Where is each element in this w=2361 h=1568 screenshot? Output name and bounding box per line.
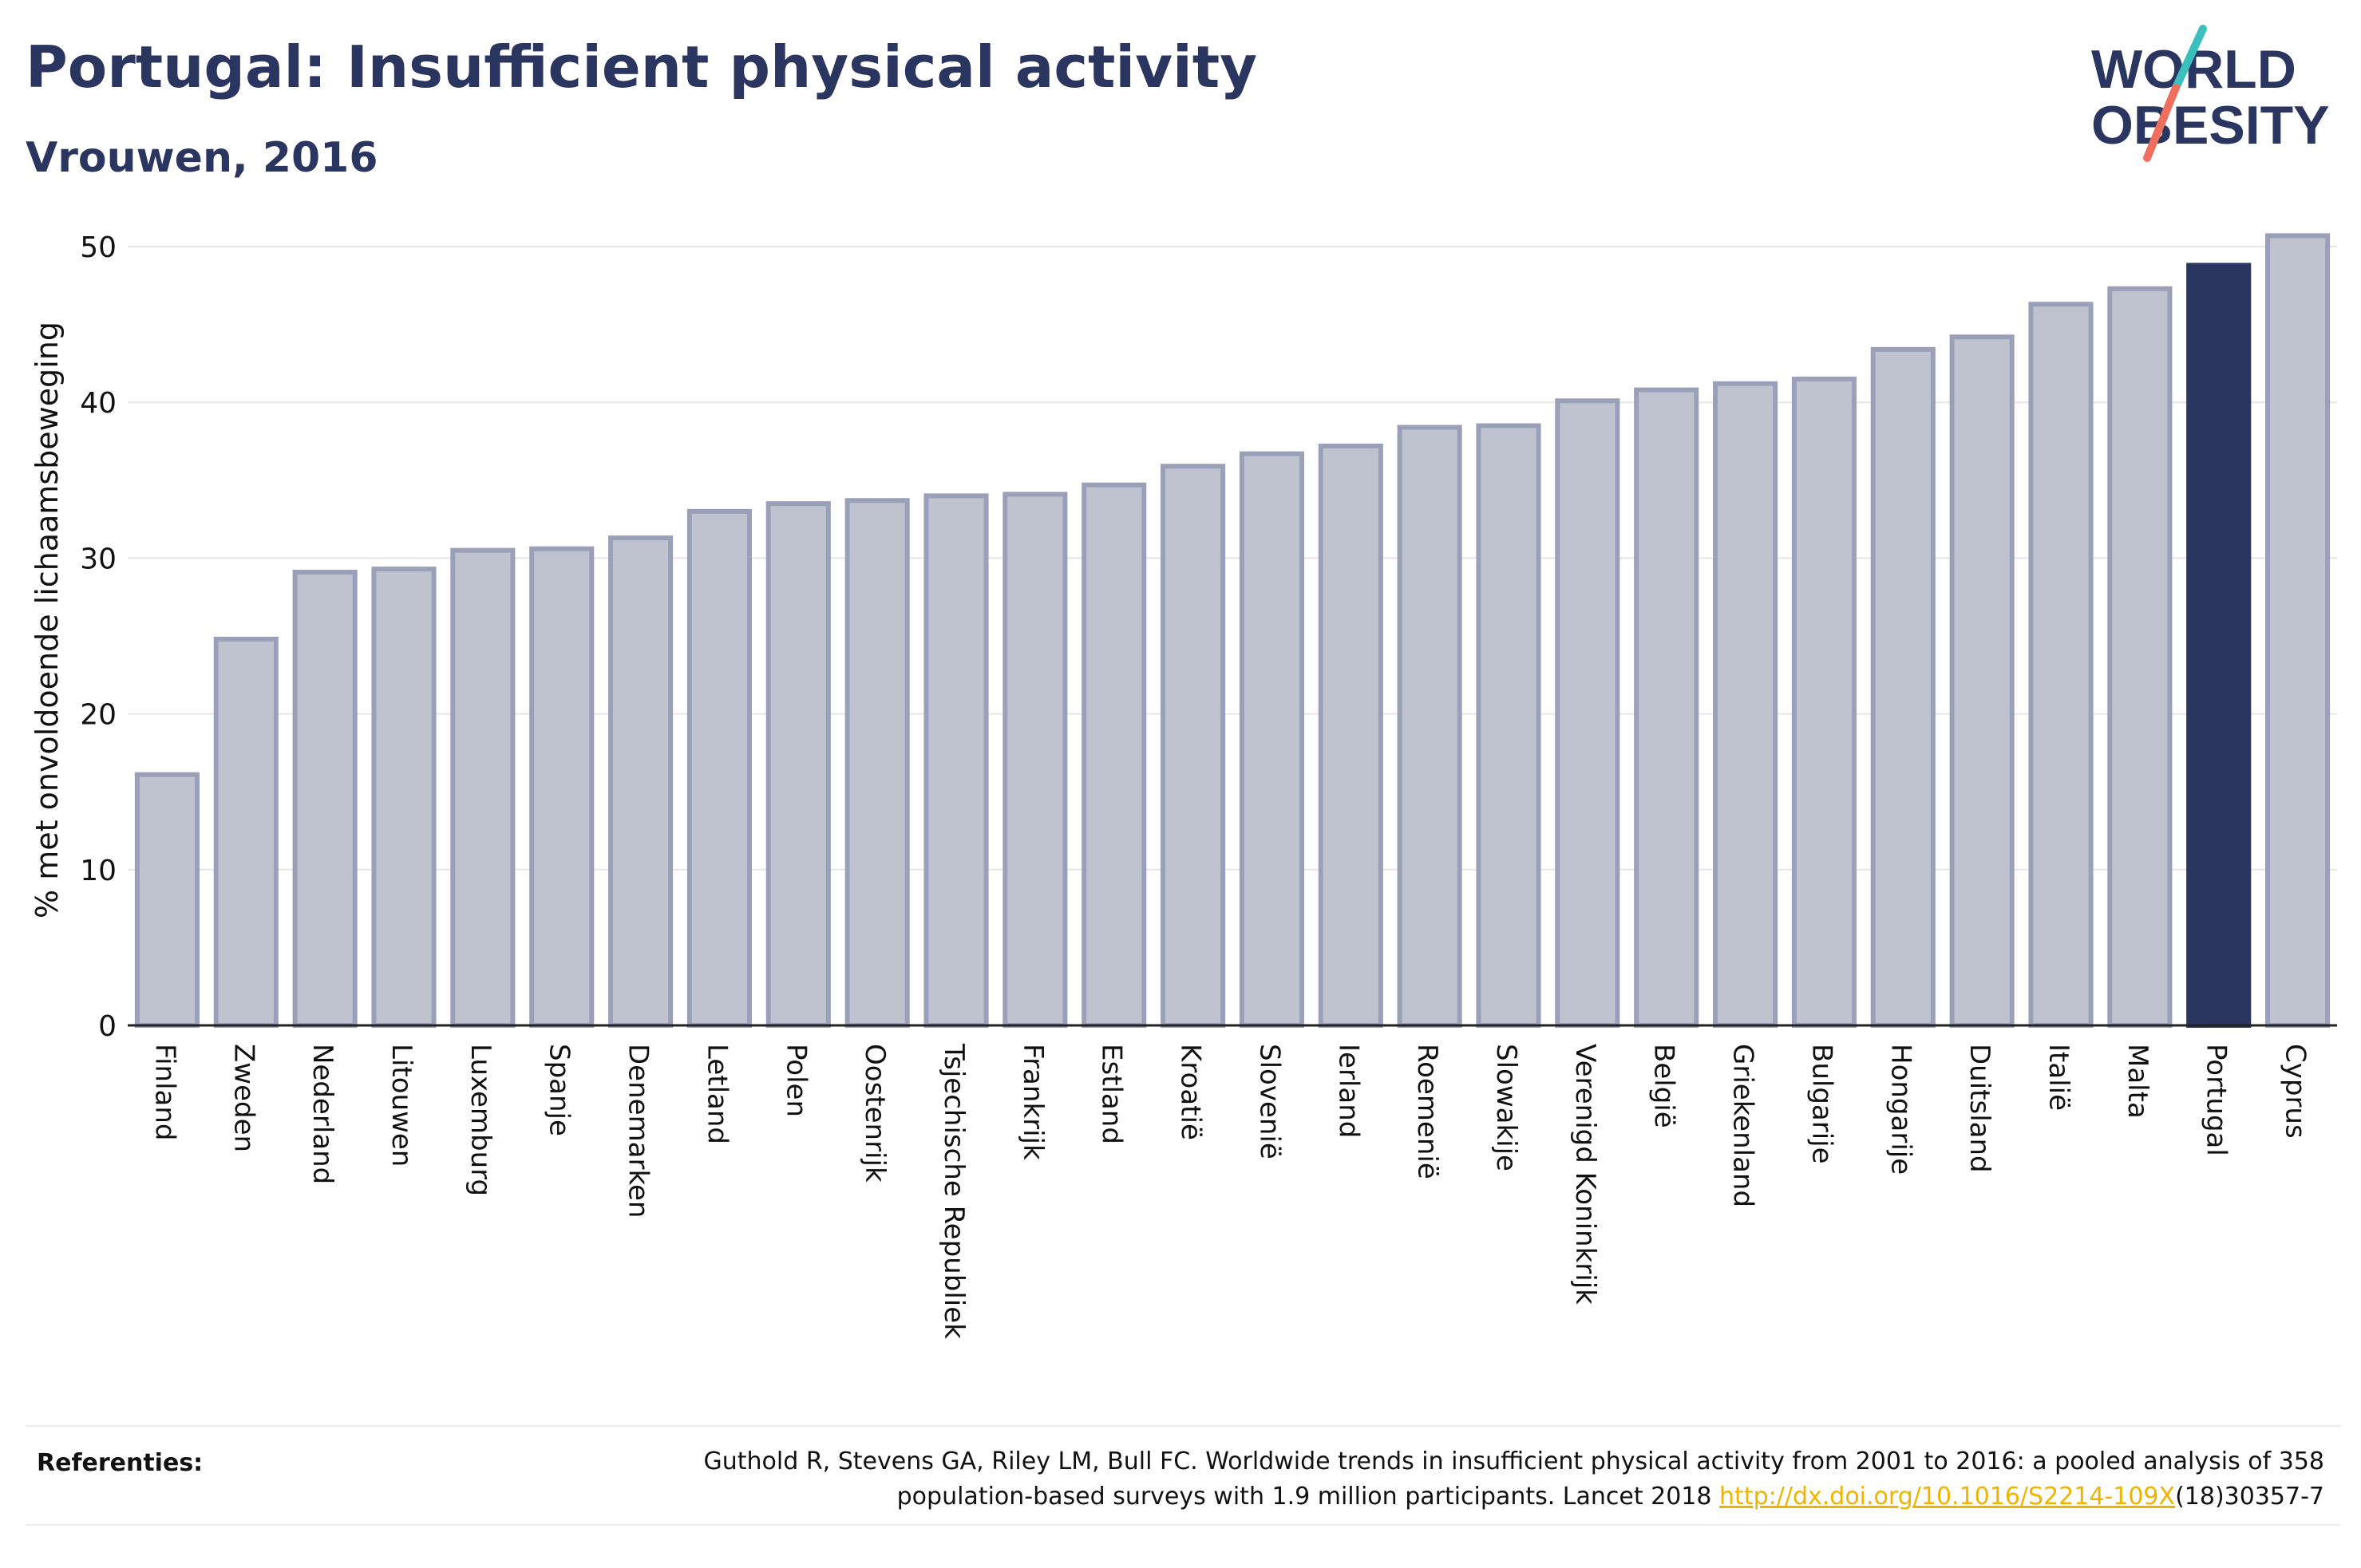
x-tick-label: Ierland bbox=[1332, 1044, 1364, 1138]
bar-oostenrijk bbox=[844, 498, 910, 1028]
logo-slash-coral bbox=[2143, 84, 2180, 162]
y-tick-label: 30 bbox=[80, 543, 117, 575]
x-tick-label: België bbox=[1648, 1044, 1680, 1128]
x-tick-label: Slowakije bbox=[1490, 1044, 1522, 1171]
bar-litouwen bbox=[371, 567, 437, 1028]
bar-finland bbox=[134, 772, 200, 1028]
bar-kroatië bbox=[1161, 464, 1226, 1028]
bar-slowakije bbox=[1476, 423, 1541, 1028]
bar-cyprus bbox=[2265, 233, 2331, 1028]
reference-citation: Guthold R, Stevens GA, Riley LM, Bull FC… bbox=[568, 1444, 2324, 1515]
bar-griekenland bbox=[1713, 381, 1778, 1028]
bar-hongarije bbox=[1870, 346, 1936, 1029]
x-tick-label: Luxemburg bbox=[465, 1044, 496, 1196]
y-tick-label: 50 bbox=[80, 231, 117, 264]
y-tick-label: 20 bbox=[80, 699, 117, 732]
bar-italië bbox=[2028, 302, 2094, 1028]
bar-bulgarije bbox=[1791, 376, 1857, 1029]
reference-doi-link[interactable]: http://dx.doi.org/10.1016/S2214-109X bbox=[1719, 1483, 2176, 1511]
bar-tsjechische-republiek bbox=[923, 493, 989, 1028]
bar-zweden bbox=[213, 636, 279, 1029]
bars bbox=[134, 233, 2331, 1029]
bar-belgië bbox=[1634, 387, 1699, 1029]
y-tick-label: 0 bbox=[98, 1010, 117, 1043]
x-tick-label: Polen bbox=[780, 1044, 812, 1117]
footer-bottom-rule bbox=[26, 1524, 2340, 1526]
x-tick-label: Letland bbox=[701, 1044, 733, 1144]
x-tick-label: Verenigd Koninkrijk bbox=[1569, 1044, 1601, 1305]
x-tick-label: Litouwen bbox=[386, 1044, 417, 1167]
x-axis-labels: Finland Zweden Nederland Litouwen Luxemburg S… bbox=[148, 1043, 2311, 1339]
bar-letland bbox=[686, 508, 752, 1028]
x-tick-label: Kroatië bbox=[1175, 1044, 1207, 1140]
x-tick-label: Zweden bbox=[227, 1044, 259, 1152]
x-tick-label: Frankrijk bbox=[1017, 1044, 1049, 1160]
reference-text: Guthold R, Stevens GA, Riley LM, Bull FC… bbox=[703, 1448, 2324, 1511]
bar-portugal bbox=[2186, 263, 2252, 1028]
x-tick-label: Malta bbox=[2122, 1044, 2153, 1119]
references-label: Referenties: bbox=[37, 1449, 204, 1477]
bar-frankrijk bbox=[1003, 492, 1068, 1028]
x-tick-label: Denemarken bbox=[623, 1044, 655, 1218]
bar-duitsland bbox=[1949, 334, 2015, 1028]
chart-title: Portugal: Insufficient physical activity bbox=[26, 34, 1258, 101]
bar-spanje bbox=[529, 546, 595, 1028]
bar-nederland bbox=[292, 569, 358, 1028]
bar-polen bbox=[765, 501, 831, 1028]
x-tick-label: Finland bbox=[148, 1044, 180, 1141]
logo-word-obesity: OBESITY bbox=[2091, 95, 2330, 156]
x-tick-label: Roemenië bbox=[1411, 1044, 1443, 1179]
x-tick-label: Spanje bbox=[544, 1044, 575, 1136]
y-tick-label: 40 bbox=[80, 387, 117, 420]
bar-chart: 0 10 20 30 40 50 Finland Zweden Nederland Litouw… bbox=[30, 231, 2337, 1339]
x-tick-label: Hongarije bbox=[1884, 1044, 1916, 1175]
bar-ierland bbox=[1318, 443, 1383, 1028]
bar-roemenië bbox=[1397, 425, 1462, 1028]
logo-slash-teal bbox=[2172, 25, 2207, 92]
x-tick-label: Portugal bbox=[2201, 1044, 2232, 1156]
x-tick-label: Griekenland bbox=[1727, 1044, 1759, 1207]
chart-subtitle: Vrouwen, 2016 bbox=[26, 134, 378, 182]
bar-verenigd-koninkrijk bbox=[1555, 398, 1620, 1028]
bar-denemarken bbox=[608, 535, 674, 1028]
bar-estland bbox=[1082, 482, 1147, 1028]
reference-suffix: (18)30357-7 bbox=[2175, 1483, 2324, 1511]
x-tick-label: Nederland bbox=[306, 1044, 338, 1184]
x-tick-label: Cyprus bbox=[2280, 1044, 2312, 1139]
bar-malta bbox=[2107, 286, 2173, 1029]
x-tick-label: Slovenië bbox=[1253, 1044, 1285, 1159]
y-axis-ticks: 0 10 20 30 40 50 bbox=[80, 231, 117, 1043]
bar-luxemburg bbox=[450, 547, 516, 1028]
x-tick-label: Duitsland bbox=[1964, 1044, 1995, 1173]
y-tick-label: 10 bbox=[80, 855, 117, 887]
y-axis-label: % met onvoldoende lichaamsbeweging bbox=[30, 322, 65, 918]
x-tick-label: Italië bbox=[2043, 1044, 2074, 1111]
bar-slovenië bbox=[1239, 451, 1304, 1028]
world-obesity-logo: WORLD OBESITY bbox=[2091, 25, 2330, 162]
x-tick-label: Estland bbox=[1096, 1044, 1128, 1144]
footer-top-rule bbox=[26, 1425, 2340, 1427]
x-tick-label: Tsjechische Republiek bbox=[938, 1043, 970, 1339]
x-tick-label: Bulgarije bbox=[1805, 1044, 1837, 1164]
x-tick-label: Oostenrijk bbox=[859, 1044, 891, 1183]
